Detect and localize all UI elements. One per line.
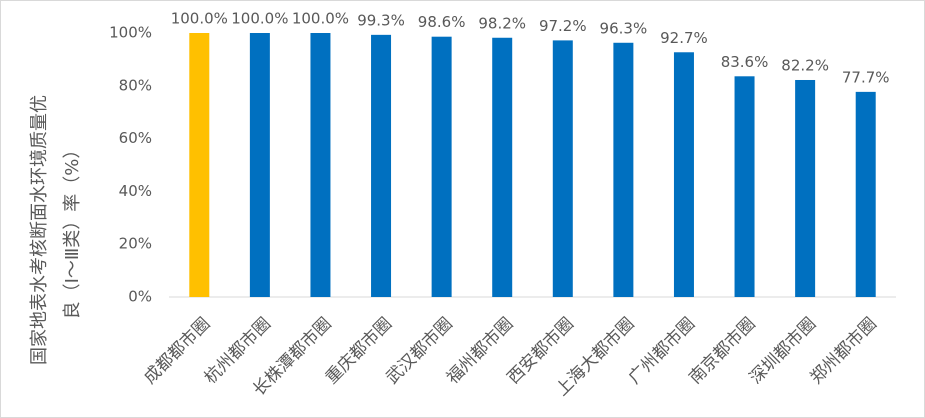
data-label: 97.2% <box>539 17 587 35</box>
data-label: 77.7% <box>842 68 890 86</box>
y-tick-label: 60% <box>119 129 152 147</box>
y-axis-title-line: 良（Ⅰ～Ⅲ类）率（%） <box>62 141 83 320</box>
y-tick-label: 80% <box>119 76 152 94</box>
y-tick-label: 100% <box>109 24 152 42</box>
data-label: 83.6% <box>721 53 769 71</box>
y-tick-label: 40% <box>119 182 152 200</box>
y-axis-title: 国家地表水考核断面水环境质量优 良（Ⅰ～Ⅲ类）率（%） <box>29 95 83 365</box>
bar <box>371 34 392 298</box>
bar <box>855 91 876 297</box>
data-label: 100.0% <box>171 10 228 28</box>
data-label: 98.2% <box>478 14 526 32</box>
data-label: 82.2% <box>781 56 829 74</box>
bar <box>249 33 270 297</box>
bar <box>795 79 816 297</box>
y-tick-label: 0% <box>128 288 152 306</box>
bar <box>734 76 755 298</box>
data-label: 100.0% <box>231 10 288 28</box>
y-tick-label: 20% <box>119 235 152 253</box>
data-label: 100.0% <box>292 10 349 28</box>
data-label: 96.3% <box>600 19 648 37</box>
bar <box>189 33 210 297</box>
data-label: 98.6% <box>418 13 466 31</box>
data-label: 92.7% <box>660 29 708 47</box>
bar <box>673 52 694 297</box>
data-label: 99.3% <box>357 11 405 29</box>
bar <box>613 42 634 297</box>
y-axis-title-line: 国家地表水考核断面水环境质量优 <box>29 95 50 365</box>
bar <box>552 40 573 297</box>
bar <box>492 37 513 297</box>
bar <box>310 33 331 297</box>
bar <box>431 36 452 298</box>
